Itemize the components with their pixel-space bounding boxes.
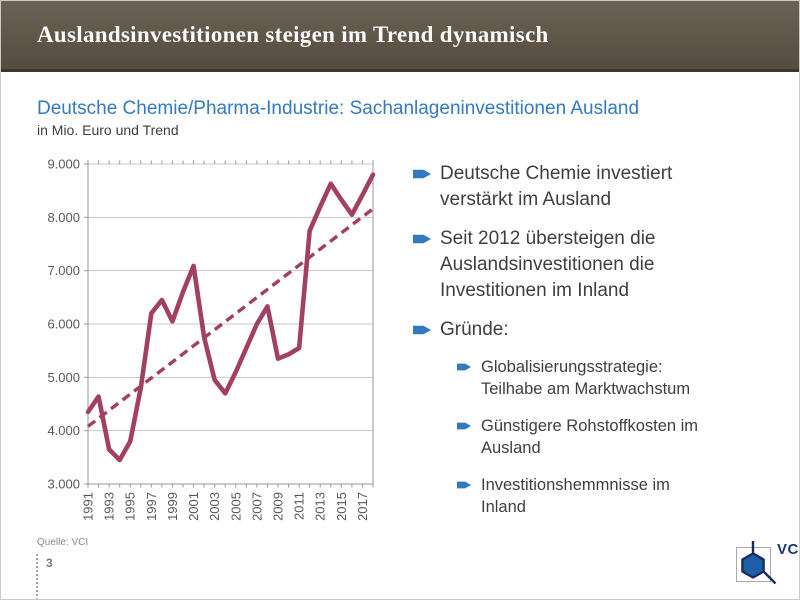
y-tick-label: 6.000: [47, 317, 80, 332]
list-item: Seit 2012 übersteigen die Auslandsinvest…: [413, 226, 789, 304]
x-tick-label: 1995: [123, 492, 138, 521]
arrow-bullet-icon: [457, 422, 471, 430]
x-tick-label: 1991: [81, 492, 96, 521]
chart-title: Deutsche Chemie/Pharma-Industrie: Sachan…: [37, 98, 640, 119]
list-item: Günstigere Rohstoffkosten im Ausland: [457, 415, 789, 459]
arrow-bullet-icon: [457, 363, 471, 371]
arrow-bullet-icon: [457, 481, 471, 489]
list-item: Gründe:: [413, 317, 789, 343]
bullet-text: Globalisierungsstrategie: Teilhabe am Ma…: [481, 358, 691, 398]
y-tick-label: 9.000: [47, 157, 80, 172]
bullet-text: Günstigere Rohstoffkosten im Ausland: [481, 417, 699, 457]
x-tick-label: 2003: [207, 492, 222, 521]
logo-text: VCI: [777, 541, 799, 558]
page-number: 3: [46, 556, 53, 570]
data-line: [85, 172, 376, 463]
x-tick-label: 1999: [165, 492, 180, 521]
arrow-bullet-icon: [413, 234, 431, 244]
bullet-text: Investitionshemmnisse im Inland: [481, 476, 670, 516]
bullet-text: Deutsche Chemie investiert verstärkt im …: [440, 163, 673, 210]
slide-title: Auslandsinvestitionen steigen im Trend d…: [37, 22, 549, 47]
line-chart: 3.000 4.000 5.000 6.000 7.000 8.000 9.000 1991 1…: [35, 151, 395, 531]
list-item: Deutsche Chemie investiert verstärkt im …: [413, 161, 789, 213]
x-tick-label: 2005: [228, 492, 243, 521]
x-tick-label: 2007: [249, 492, 264, 521]
source-note: Quelle: VCI: [37, 537, 89, 548]
y-tick-label: 4.000: [47, 423, 80, 438]
y-tick-label: 5.000: [47, 370, 80, 385]
vci-logo: VCI: [736, 538, 799, 593]
bullet-text: Gründe:: [440, 319, 509, 340]
list-item: Investitionshemmnisse im Inland: [457, 474, 789, 518]
x-tick-label: 1997: [144, 492, 159, 521]
bullet-list: Deutsche Chemie investiert verstärkt im …: [413, 161, 789, 533]
arrow-bullet-icon: [413, 325, 431, 335]
x-tick-label: 2001: [186, 492, 201, 521]
bullet-text: Seit 2012 übersteigen die Auslandsinvest…: [440, 228, 656, 301]
x-tick-label: 2015: [334, 492, 349, 521]
footer-dotted-rule: [36, 554, 38, 599]
list-item: Globalisierungsstrategie: Teilhabe am Ma…: [457, 356, 789, 400]
arrow-bullet-icon: [413, 169, 431, 179]
x-tick-label: 2017: [355, 492, 370, 521]
x-tick-label: 2009: [271, 492, 286, 521]
y-tick-label: 8.000: [47, 210, 80, 225]
y-tick-label: 7.000: [47, 263, 80, 278]
trend-line: [86, 207, 375, 428]
x-tick-label: 2011: [292, 492, 307, 520]
chart-svg: 3.000 4.000 5.000 6.000 7.000 8.000 9.000 1991 1…: [47, 157, 376, 521]
benzene-icon: [741, 541, 777, 585]
y-tick-label: 3.000: [47, 477, 80, 492]
chart-subtitle: in Mio. Euro und Trend: [37, 122, 179, 138]
header-bar: Auslandsinvestitionen steigen im Trend d…: [1, 1, 799, 72]
x-tick-label: 1993: [102, 492, 117, 521]
x-tick-label: 2013: [313, 492, 328, 521]
